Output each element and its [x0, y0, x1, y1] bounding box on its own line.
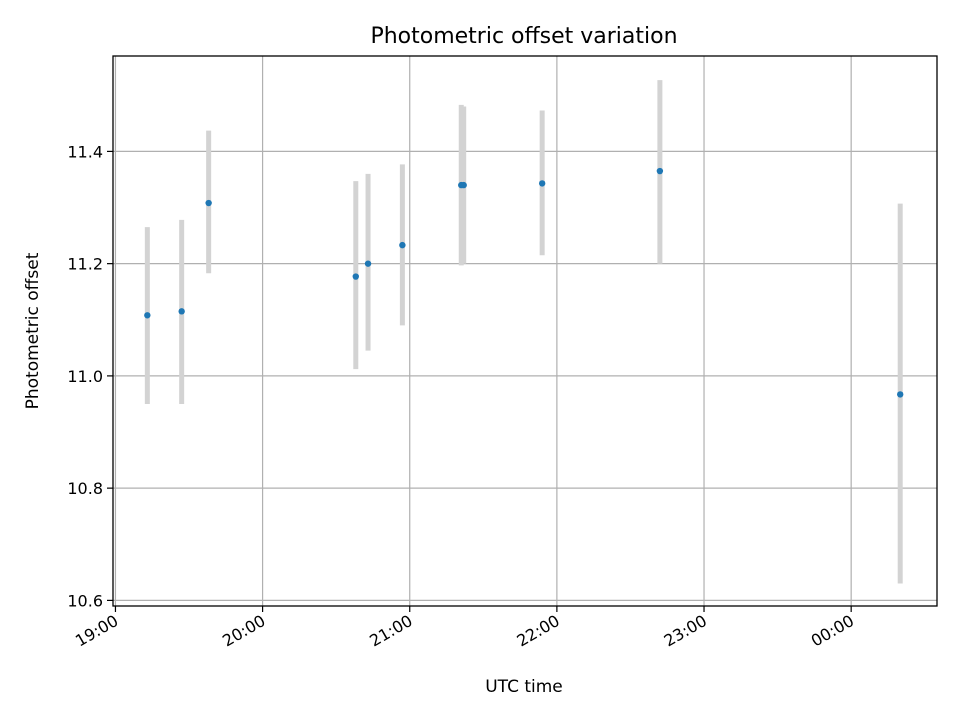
data-point — [144, 312, 151, 319]
y-axis-label: Photometric offset — [23, 252, 43, 409]
error-bars — [144, 80, 903, 584]
y-tick-label: 10.8 — [67, 479, 103, 498]
data-point — [178, 308, 185, 315]
y-tick-label: 11.2 — [67, 255, 103, 274]
x-tick-label: 22:00 — [513, 611, 562, 651]
data-point — [205, 199, 212, 207]
x-axis: 19:00 20:00 21:00 22:00 23:00 00:00 — [72, 606, 857, 651]
data-points — [144, 167, 904, 398]
y-tick-label: 10.6 — [67, 591, 103, 610]
x-tick-label: 23:00 — [661, 611, 710, 651]
data-point — [538, 180, 546, 187]
chart-title: Photometric offset variation — [370, 24, 677, 49]
x-tick-label: 19:00 — [72, 611, 121, 651]
grid — [113, 56, 937, 606]
data-point — [897, 391, 904, 398]
y-tick-label: 11.4 — [67, 142, 103, 161]
data-point — [656, 167, 664, 175]
data-point — [460, 181, 467, 189]
plot-frame — [112, 55, 938, 607]
data-point — [364, 260, 372, 267]
x-axis-label: UTC time — [485, 677, 563, 697]
data-point — [399, 241, 406, 249]
x-tick-label: 00:00 — [808, 611, 857, 651]
x-tick-label: 21:00 — [366, 611, 415, 651]
y-tick-label: 11.0 — [67, 367, 103, 386]
x-tick-label: 20:00 — [219, 611, 268, 651]
data-point — [352, 273, 359, 280]
y-axis: 10.6 10.8 11.0 11.2 11.4 — [67, 142, 113, 610]
